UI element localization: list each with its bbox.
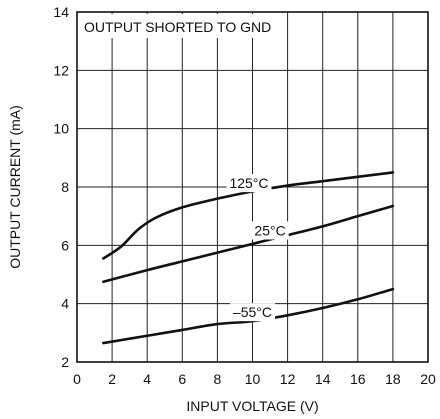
x-tick-label: 20 bbox=[420, 371, 436, 387]
y-tick-label: 10 bbox=[53, 121, 69, 137]
y-tick-label: 14 bbox=[53, 4, 69, 20]
series-line bbox=[102, 171, 395, 260]
y-tick-label: 8 bbox=[61, 179, 69, 195]
x-tick-label: 12 bbox=[280, 371, 296, 387]
series-line bbox=[102, 204, 395, 284]
x-tick-label: 6 bbox=[178, 371, 186, 387]
x-tick-label: 8 bbox=[214, 371, 222, 387]
x-tick-label: 4 bbox=[143, 371, 151, 387]
x-tick-label: 16 bbox=[350, 371, 366, 387]
plot-frame bbox=[76, 11, 429, 363]
series-label: 125°C bbox=[226, 174, 272, 193]
y-axis-label: OUTPUT CURRENT (mA) bbox=[7, 105, 23, 269]
series-label-text: 125°C bbox=[229, 175, 268, 191]
x-tick-label: 18 bbox=[385, 371, 401, 387]
series-label-text: 25°C bbox=[254, 223, 285, 239]
series-label-text: –55°C bbox=[233, 304, 272, 320]
series-label-background bbox=[229, 303, 276, 322]
x-tick-label: 14 bbox=[315, 371, 331, 387]
x-axis-label: INPUT VOLTAGE (V) bbox=[186, 398, 318, 414]
x-tick-label: 2 bbox=[108, 371, 116, 387]
series-label-background bbox=[226, 174, 272, 193]
series-label: –55°C bbox=[229, 303, 276, 322]
annotation-background bbox=[79, 14, 277, 38]
series-label-background bbox=[251, 221, 289, 240]
y-tick-label: 2 bbox=[61, 354, 69, 370]
y-tick-label: 4 bbox=[61, 296, 69, 312]
y-tick-label: 12 bbox=[53, 62, 69, 78]
y-tick-label: 6 bbox=[61, 237, 69, 253]
series-label: 25°C bbox=[251, 221, 289, 240]
annotation-text: OUTPUT SHORTED TO GND bbox=[84, 19, 271, 35]
series-group: 125°C 25°C –55°C bbox=[102, 171, 395, 345]
x-tick-label: 0 bbox=[73, 371, 81, 387]
series-line bbox=[102, 287, 395, 345]
x-tick-label: 10 bbox=[245, 371, 261, 387]
